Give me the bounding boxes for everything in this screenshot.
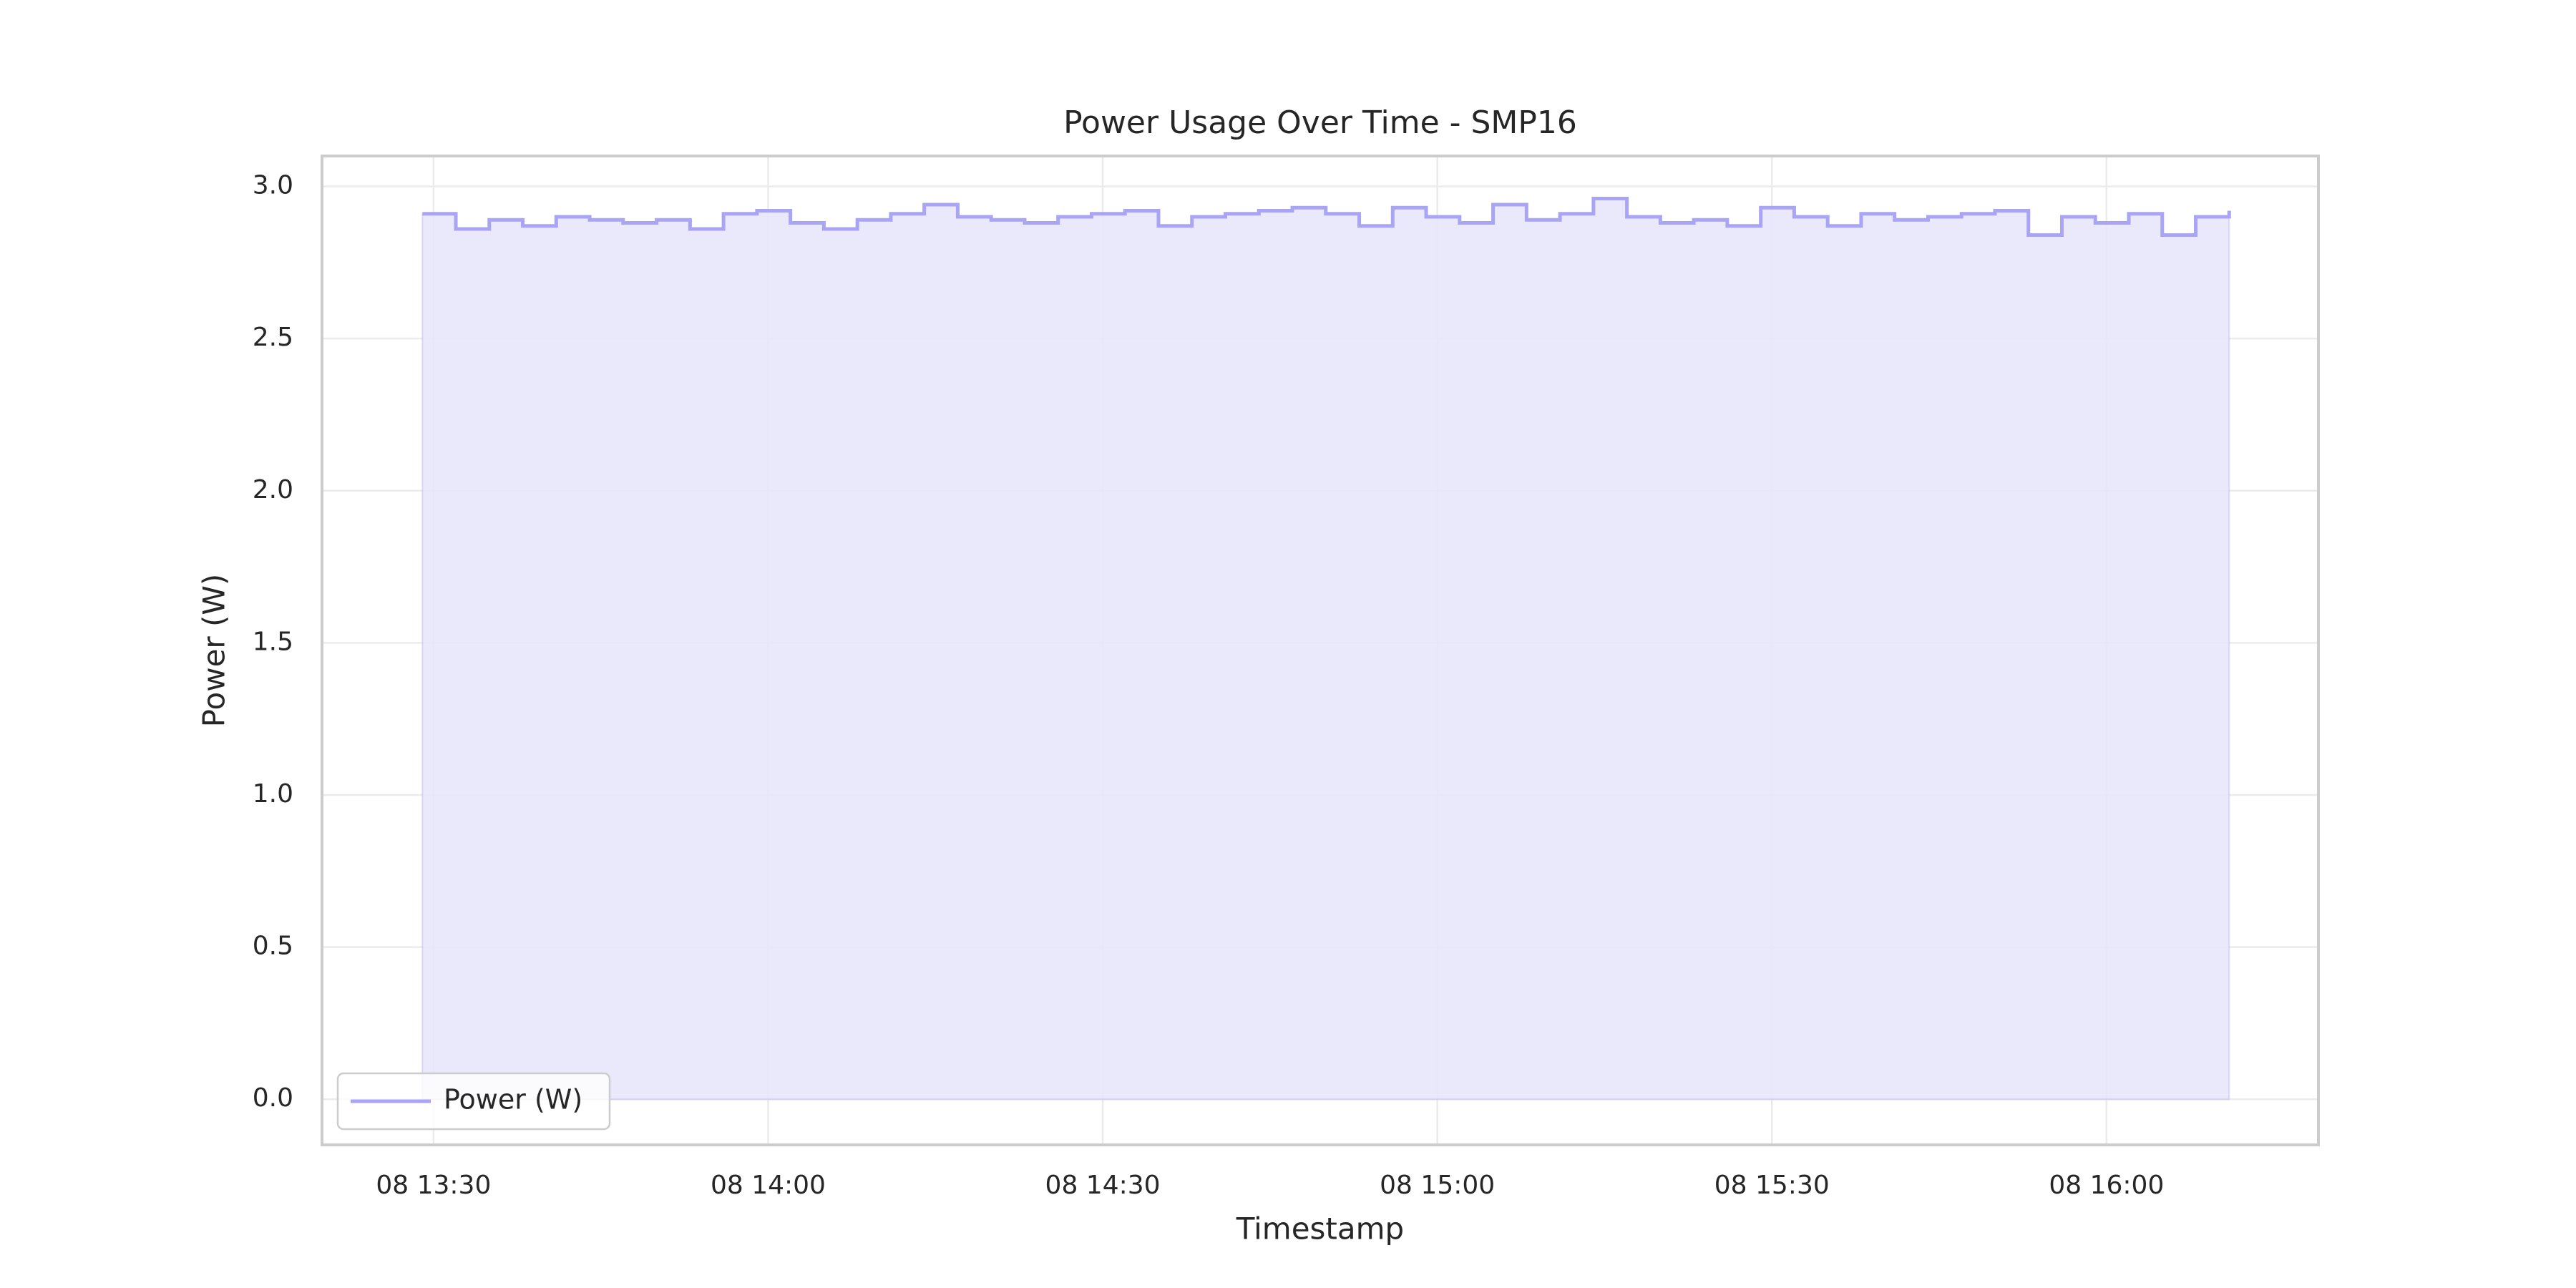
x-axis-label: Timestamp (1236, 1211, 1404, 1246)
legend-label: Power (W) (444, 1084, 582, 1116)
y-tick-label: 0.5 (253, 932, 293, 961)
legend: Power (W) (336, 1072, 611, 1131)
chart-title: Power Usage Over Time - SMP16 (1063, 104, 1577, 141)
y-tick-label: 1.0 (253, 779, 293, 809)
y-tick-label: 3.0 (253, 171, 293, 200)
step-line (422, 197, 2231, 238)
y-tick-label: 0.0 (253, 1083, 293, 1113)
y-axis-label: Power (W) (197, 574, 232, 728)
y-tick-label: 2.5 (253, 323, 293, 352)
plot-frame (321, 155, 2320, 1146)
y-tick-label: 1.5 (253, 627, 293, 656)
x-tick-label: 08 14:00 (711, 1171, 826, 1200)
x-tick-label: 08 15:30 (1714, 1171, 1830, 1200)
x-tick-label: 08 14:30 (1045, 1171, 1161, 1200)
area-fill (421, 197, 2230, 1101)
x-tick-label: 08 16:00 (2049, 1171, 2164, 1200)
y-tick-label: 2.0 (253, 475, 293, 504)
legend-box (336, 1072, 611, 1131)
x-tick-label: 08 15:00 (1380, 1171, 1495, 1200)
x-tick-label: 08 13:30 (376, 1171, 491, 1200)
